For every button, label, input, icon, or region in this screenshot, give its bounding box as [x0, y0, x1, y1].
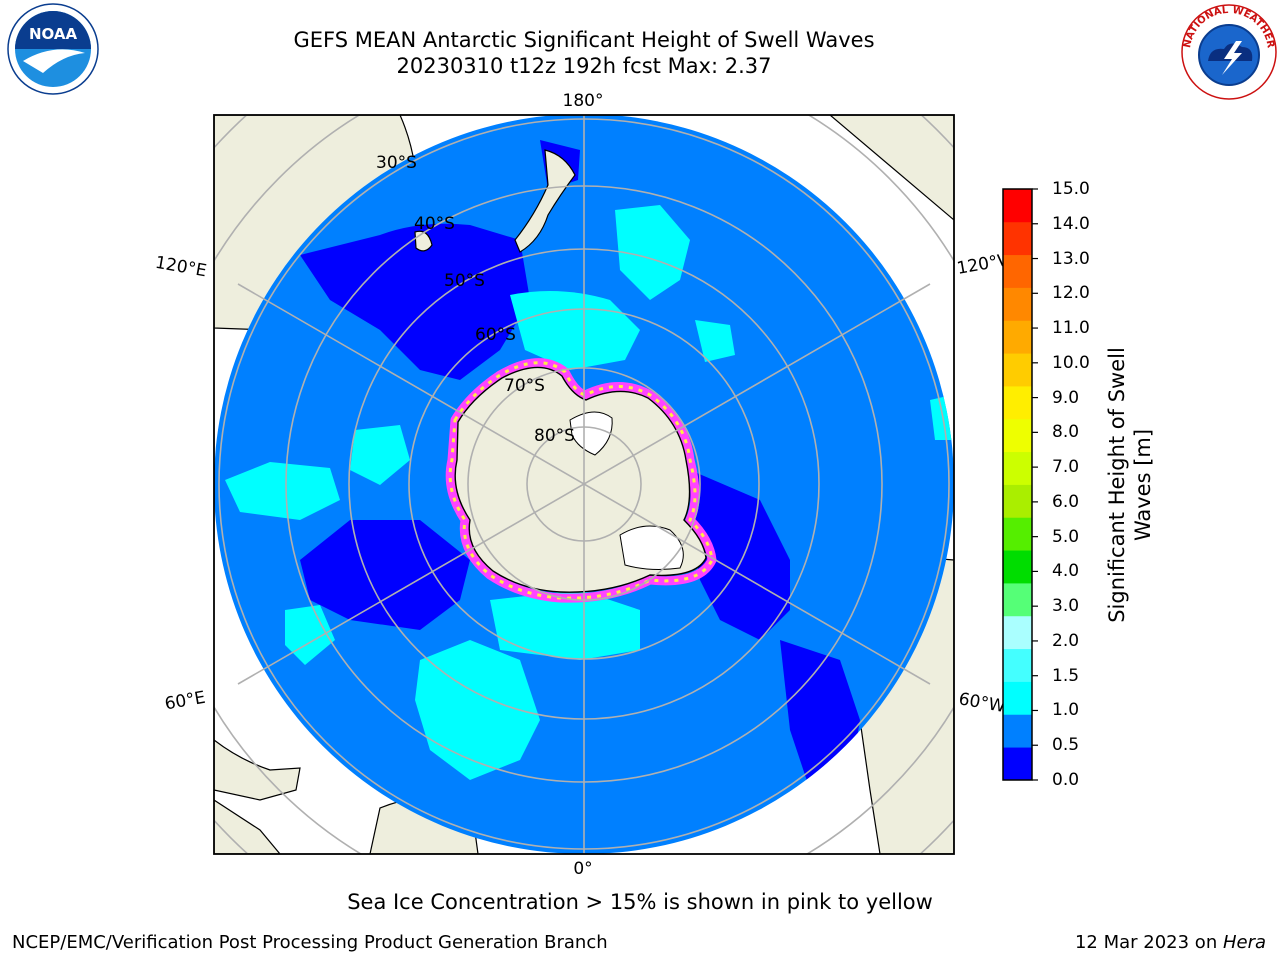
lat-label-60: 60°S — [475, 325, 516, 345]
graticule — [214, 115, 954, 854]
colorbar-segment — [1003, 484, 1032, 518]
sea-ice-yellow — [448, 361, 714, 600]
colorbar-segment — [1003, 681, 1032, 715]
colorbar-tick-label: 0.5 — [1052, 735, 1080, 756]
colorbar-tick-label: 11.0 — [1052, 318, 1090, 339]
colorbar-tick-label: 13.0 — [1052, 248, 1090, 269]
colorbar-segment — [1003, 648, 1032, 682]
colorbar-segment — [1003, 451, 1032, 485]
lat-label-30: 30°S — [376, 153, 417, 173]
colorbar-tick-label: 3.0 — [1052, 596, 1080, 617]
footer-date: 12 Mar 2023 on Hera — [1075, 932, 1266, 953]
colorbar-tick-label: 8.0 — [1052, 422, 1080, 443]
colorbar-frame — [1002, 188, 1033, 781]
colorbar — [1002, 188, 1038, 781]
lat-label-40: 40°S — [414, 214, 455, 234]
lon-label-120e: 120°E — [154, 253, 208, 282]
chart-subtitle: 20230310 t12z 192h fcst Max: 2.37 — [396, 54, 772, 78]
colorbar-label-line1: Significant Height of Swell — [1105, 347, 1129, 623]
colorbar-tick-label: 10.0 — [1052, 352, 1090, 373]
colorbar-tick-label: 15.0 — [1052, 179, 1090, 199]
nws-logo: NATIONAL WEATHER SERVICE — [1180, 3, 1277, 100]
colorbar-tick-label: 0.0 — [1052, 770, 1080, 790]
colorbar-segment — [1003, 714, 1032, 748]
colorbar-segment — [1003, 320, 1032, 354]
colorbar-tick-label: 9.0 — [1052, 387, 1080, 408]
colorbar-segment — [1003, 287, 1032, 321]
footer-date-text: 12 Mar 2023 on — [1074, 932, 1223, 953]
lon-label-60e: 60°E — [163, 688, 207, 715]
lat-label-80: 80°S — [534, 426, 575, 446]
colorbar-tick-label: 1.0 — [1052, 700, 1080, 721]
colorbar-tick-label: 7.0 — [1052, 457, 1080, 478]
lon-label-180: 180° — [563, 91, 604, 111]
lat-label-50: 50°S — [444, 271, 485, 291]
lon-label-60w: 60°W — [957, 689, 1007, 717]
colorbar-segment — [1003, 747, 1032, 781]
colorbar-segment — [1003, 517, 1032, 551]
new-zealand — [514, 149, 576, 253]
colorbar-tick-label: 5.0 — [1052, 526, 1080, 547]
colorbar-label: Significant Height of Swell Waves [m] — [1104, 347, 1156, 623]
noaa-logo-text: NOAA — [29, 25, 78, 43]
colorbar-tick-label: 14.0 — [1052, 213, 1090, 234]
map-frame — [213, 114, 955, 855]
colorbar-segment — [1003, 550, 1032, 584]
chart-title: GEFS MEAN Antarctic Significant Height o… — [293, 28, 875, 52]
noaa-logo: NOAA — [7, 3, 99, 95]
colorbar-segment — [1003, 583, 1032, 617]
sea-ice-note: Sea Ice Concentration > 15% is shown in … — [347, 890, 933, 914]
colorbar-segment — [1003, 353, 1032, 387]
footer-machine: Hera — [1222, 932, 1266, 953]
colorbar-label-line2: Waves [m] — [1131, 428, 1155, 542]
colorbar-segment — [1003, 386, 1032, 420]
colorbar-tick-label: 12.0 — [1052, 283, 1090, 304]
colorbar-segment — [1003, 221, 1032, 256]
colorbar-tick-label: 4.0 — [1052, 561, 1080, 582]
antarctica — [445, 358, 717, 603]
footer-branch: NCEP/EMC/Verification Post Processing Pr… — [12, 932, 608, 953]
colorbar-tick-label: 1.5 — [1052, 665, 1080, 686]
colorbar-segment — [1003, 189, 1032, 223]
colorbar-tick-label: 2.0 — [1052, 630, 1080, 651]
colorbar-tick-label: 6.0 — [1052, 491, 1080, 512]
colorbar-segment — [1003, 615, 1032, 650]
meridian-60e-120w — [237, 283, 931, 685]
lat-label-70: 70°S — [504, 376, 545, 396]
colorbar-segment — [1003, 418, 1032, 453]
lon-label-0: 0° — [573, 859, 592, 879]
colorbar-segment — [1003, 254, 1032, 288]
